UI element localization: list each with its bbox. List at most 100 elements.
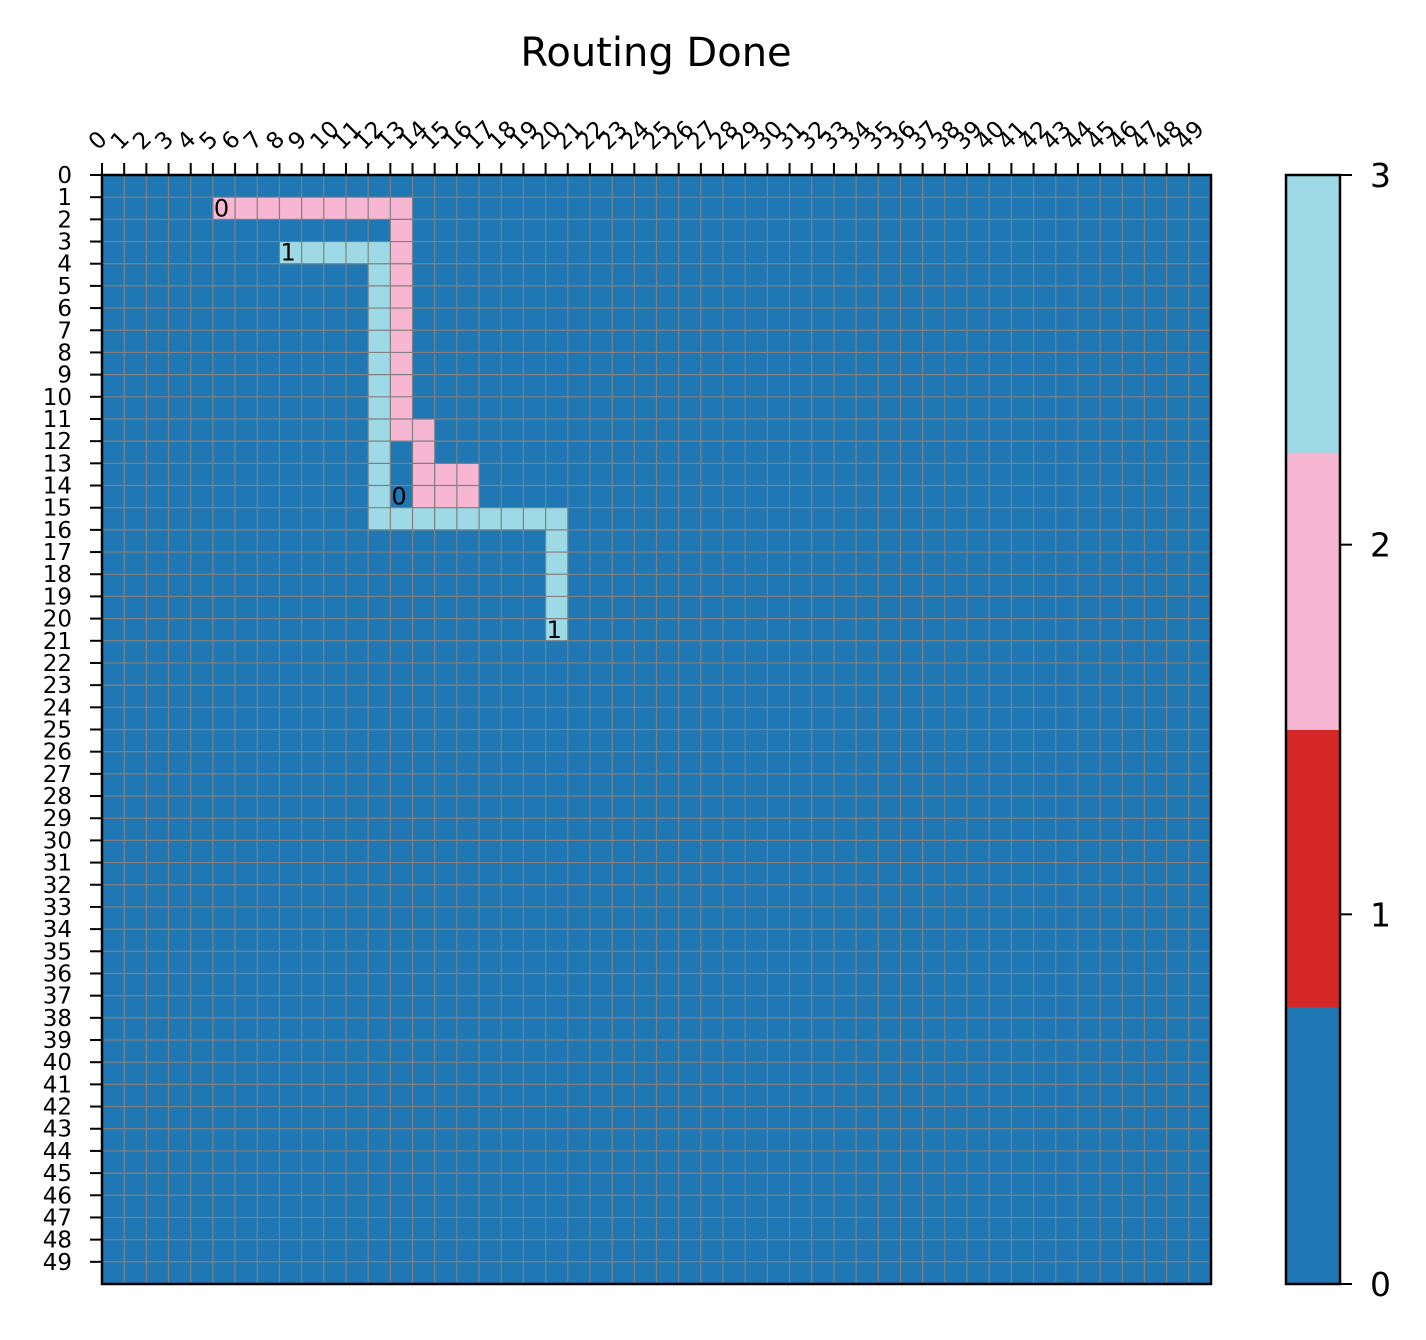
heatmap-cell-value-3 (545, 574, 569, 597)
heatmap-cell-value-3 (545, 507, 569, 531)
x-tick-label: 2 (128, 127, 157, 156)
y-tick-label: 47 (43, 1205, 72, 1231)
heatmap-cell-value-2 (301, 197, 325, 220)
x-tick-label: 49 (1171, 116, 1210, 155)
colorbar-tick-label: 2 (1370, 526, 1391, 565)
heatmap-cell-value-3 (390, 507, 413, 531)
y-tick-label: 39 (43, 1028, 72, 1054)
x-axis-ticks: 0123456789101112131415161718192021222324… (84, 116, 1210, 175)
y-tick-label: 46 (43, 1183, 72, 1209)
heatmap-cell-value-3 (368, 308, 391, 331)
colorbar-tick-label: 1 (1370, 895, 1391, 934)
x-tick-label: 6 (217, 127, 246, 156)
y-tick-label: 42 (43, 1095, 72, 1121)
y-tick-label: 22 (43, 651, 72, 677)
y-tick-label: 6 (57, 296, 72, 322)
heatmap-cell-value-3 (368, 485, 391, 508)
colorbar-band-2 (1286, 452, 1340, 730)
y-tick-label: 18 (43, 562, 72, 588)
colorbar-tick-label: 3 (1370, 156, 1391, 195)
heatmap-cell-value-2 (412, 485, 435, 508)
y-tick-label: 40 (43, 1050, 72, 1076)
heatmap-cell-value-2 (434, 463, 458, 486)
heatmap-cell-value-2 (390, 285, 413, 309)
heatmap-cell-value-2 (412, 441, 435, 464)
heatmap-cell-value-3 (368, 396, 391, 420)
heatmap-cell-value-3 (501, 507, 524, 531)
heatmap-cell-value-3 (523, 507, 546, 531)
heatmap-cell-value-2 (390, 263, 413, 287)
y-tick-label: 49 (43, 1250, 72, 1276)
colorbar-frame (1284, 173, 1342, 1286)
heatmap-cell-value-3 (368, 263, 391, 287)
heatmap-cell-value-2 (257, 197, 280, 220)
heatmap-cell-value-3 (434, 507, 458, 531)
heatmap-cell-value-2 (279, 197, 302, 220)
heatmap-cell-value-3 (479, 507, 502, 531)
y-tick-label: 16 (43, 518, 72, 544)
heatmap-cell-value-2 (390, 197, 413, 220)
pin-label: 0 (391, 483, 406, 511)
colorbar-band-1 (1286, 729, 1340, 1008)
y-tick-label: 17 (43, 540, 72, 566)
x-tick-label: 8 (261, 127, 290, 156)
y-tick-label: 44 (43, 1139, 72, 1165)
y-tick-label: 21 (43, 629, 72, 655)
y-tick-label: 20 (43, 607, 72, 633)
y-tick-label: 7 (57, 318, 72, 344)
heatmap-cell-value-2 (390, 330, 413, 353)
y-tick-label: 25 (43, 718, 72, 744)
heatmap-cell-value-2 (235, 197, 258, 220)
heatmap-cell-value-3 (412, 507, 435, 531)
y-tick-label: 31 (43, 851, 72, 877)
heatmap-cell-value-2 (456, 463, 480, 486)
heatmap-cell-value-3 (545, 596, 569, 619)
heatmap-cell-value-2 (434, 485, 458, 508)
y-tick-label: 43 (43, 1117, 72, 1143)
heatmap-cell-value-2 (390, 241, 413, 265)
heatmap-cell-value-2 (390, 219, 413, 242)
heatmap-cell-value-3 (323, 241, 347, 265)
y-tick-label: 23 (43, 673, 72, 699)
pin-labels: 0 1 0 1 (214, 194, 562, 643)
y-tick-label: 27 (43, 762, 72, 788)
heatmap-cell-value-3 (368, 241, 391, 265)
heatmap-cell-value-3 (545, 529, 569, 553)
heatmap-cell-value-3 (368, 352, 391, 375)
y-tick-label: 2 (57, 207, 72, 233)
heatmap-cell-value-2 (390, 396, 413, 420)
y-axis-ticks: 0123456789101112131415161718192021222324… (43, 163, 102, 1276)
y-tick-label: 37 (43, 984, 72, 1010)
heatmap-cell-value-3 (368, 285, 391, 309)
y-tick-label: 19 (43, 584, 72, 610)
heatmap-cell-value-3 (368, 441, 391, 464)
y-tick-label: 26 (43, 740, 72, 766)
heatmap-cell-value-2 (456, 485, 480, 508)
pin-label: 0 (214, 194, 229, 222)
heatmap-cell-value-2 (390, 352, 413, 375)
heatmap-cell-value-3 (368, 463, 391, 486)
x-tick-label: 0 (84, 127, 113, 156)
pin-label: 1 (547, 616, 562, 644)
heatmap-cell-value-3 (345, 241, 369, 265)
heatmap-cell-value-2 (212, 197, 236, 220)
x-tick-label: 7 (239, 127, 268, 156)
pin-label: 1 (280, 239, 295, 267)
grid-lines (102, 175, 1211, 1284)
y-tick-label: 0 (57, 163, 72, 189)
colorbar-band-3 (1286, 175, 1340, 453)
y-tick-label: 35 (43, 939, 72, 965)
heatmap-cell-value-3 (368, 374, 391, 398)
x-tick-label: 4 (173, 127, 202, 156)
y-tick-label: 10 (43, 385, 72, 411)
y-tick-label: 30 (43, 828, 72, 854)
y-tick-label: 32 (43, 873, 72, 899)
y-tick-label: 1 (57, 185, 72, 211)
heatmap-cell-value-3 (456, 507, 480, 531)
y-tick-label: 14 (43, 474, 72, 500)
heatmap-cell-value-2 (323, 197, 347, 220)
x-tick-label: 1 (106, 127, 135, 156)
heatmap-cell-value-3 (368, 418, 391, 442)
heatmap-cell-value-2 (390, 374, 413, 398)
